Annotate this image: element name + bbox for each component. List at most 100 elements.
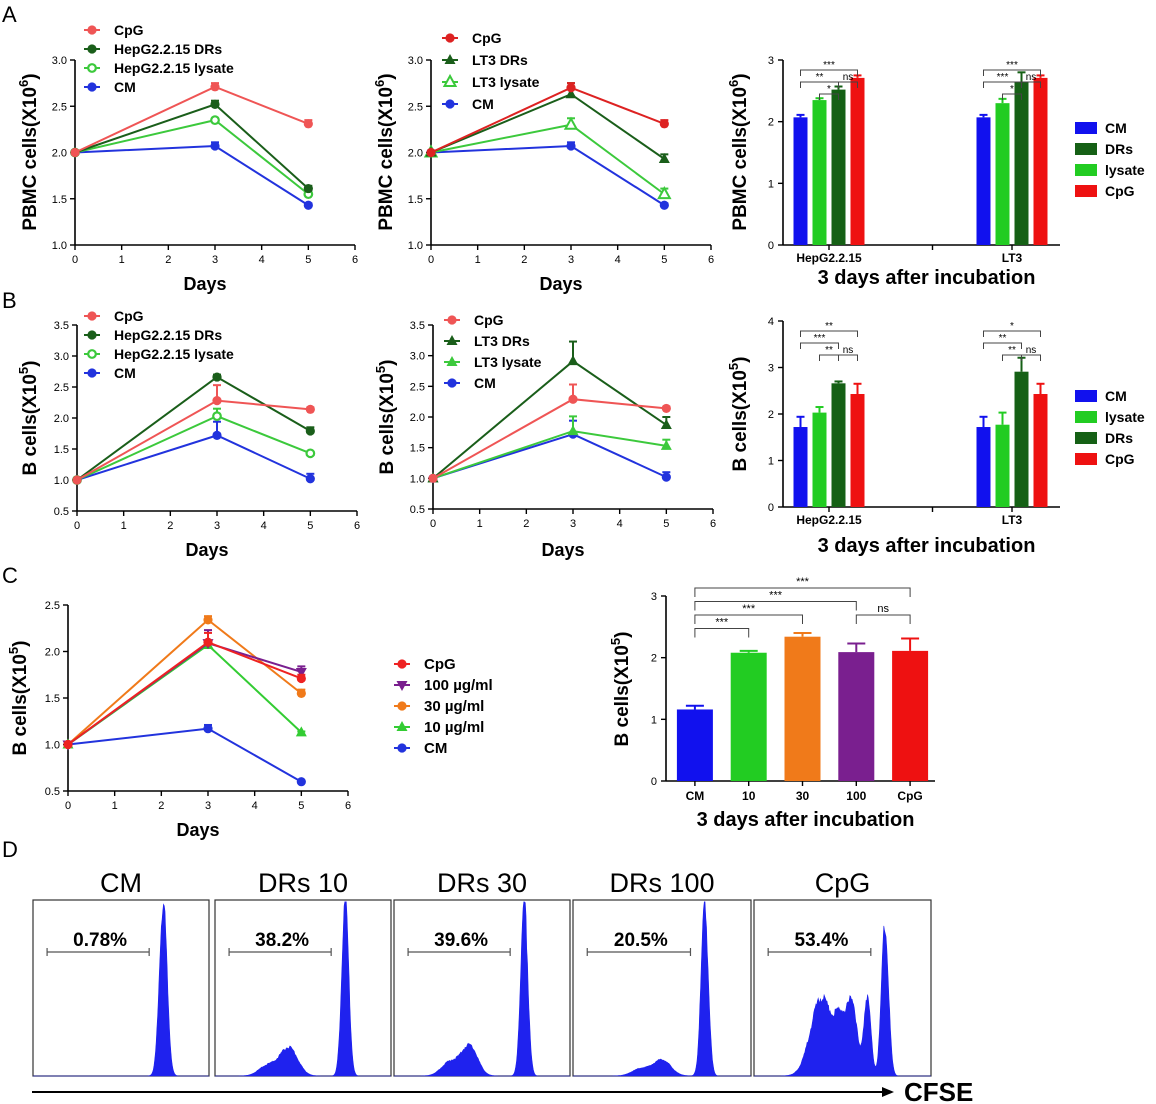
x-tick-label: 6 bbox=[354, 520, 360, 532]
bar-lysate bbox=[812, 100, 827, 245]
series-cpg bbox=[63, 631, 306, 750]
series-line bbox=[67, 727, 302, 783]
y-tick-label: 3 bbox=[768, 55, 774, 67]
x-axis-title: Days bbox=[183, 274, 226, 294]
y-tick-label: 2.0 bbox=[408, 148, 423, 160]
x-tick-label: 6 bbox=[708, 254, 714, 266]
y-tick-label: 1.0 bbox=[52, 240, 67, 252]
x-tick-label: 5 bbox=[298, 800, 304, 812]
legend-label: 100 µg/ml bbox=[424, 677, 493, 694]
data-point bbox=[210, 141, 220, 151]
y-axis-title-sup: 5 bbox=[16, 367, 31, 374]
x-tick-label: 6 bbox=[352, 254, 358, 266]
legend: CpG HepG2.2.15 DRs HepG2.2.15 lysate CM bbox=[84, 22, 234, 95]
significance-label: *** bbox=[1006, 60, 1018, 71]
series-line bbox=[430, 86, 665, 154]
y-axis-title-text: PBMC cells(X10 bbox=[20, 87, 41, 231]
legend-label: LT3 lysate bbox=[472, 74, 540, 90]
x-tick-label: HepG2.2.15 bbox=[796, 251, 862, 265]
x-axis-title: Days bbox=[541, 540, 584, 560]
x-tick-label: CpG bbox=[897, 789, 922, 803]
legend-label: CM bbox=[474, 375, 496, 391]
histogram-cpg: CpG 53.4% bbox=[753, 868, 932, 1077]
data-point bbox=[659, 119, 669, 129]
significance-label: ns bbox=[877, 603, 889, 615]
legend-marker bbox=[87, 63, 97, 73]
legend-swatch-cpg bbox=[1075, 185, 1097, 197]
bracket-line bbox=[694, 601, 857, 611]
data-point bbox=[212, 396, 222, 406]
y-tick-label: 2.5 bbox=[410, 381, 425, 393]
data-point bbox=[296, 673, 306, 684]
bar-30 bbox=[784, 632, 821, 781]
y-axis-title-text: B cells(X10 bbox=[10, 654, 31, 755]
bracket-line bbox=[694, 628, 750, 638]
data-point bbox=[63, 739, 73, 750]
significance-bracket: ns bbox=[838, 345, 858, 361]
y-tick-label: 0.5 bbox=[54, 506, 69, 518]
legend-label: CpG bbox=[472, 30, 502, 46]
significance-label: *** bbox=[997, 72, 1009, 83]
x-axis-title: Days bbox=[539, 274, 582, 294]
x-tick-label: LT3 bbox=[1002, 513, 1023, 527]
legend-label: CM bbox=[114, 79, 136, 95]
legend-marker bbox=[87, 330, 97, 340]
legend-marker bbox=[442, 73, 458, 87]
bar-group-hepg2-2-15 bbox=[793, 380, 865, 507]
histogram-area bbox=[394, 901, 570, 1077]
y-axis-title: B cells(X105) bbox=[726, 357, 751, 472]
legend-label: LT3 DRs bbox=[474, 333, 530, 349]
significance-bracket: ns bbox=[1021, 72, 1041, 88]
bar-lysate bbox=[812, 412, 827, 507]
bar-drs bbox=[1014, 81, 1029, 245]
series-cpg bbox=[70, 82, 313, 158]
gate-percent: 53.4% bbox=[795, 930, 849, 951]
y-axis-title-tail: ) bbox=[20, 73, 41, 79]
data-point bbox=[661, 403, 671, 414]
y-axis-title-text: B cells(X10 bbox=[612, 645, 633, 746]
bar-cpg bbox=[850, 394, 865, 507]
y-axis-title-sup: 5 bbox=[6, 647, 21, 654]
y-axis-title: B cells(X105) bbox=[373, 360, 398, 475]
bracket-line bbox=[694, 614, 803, 624]
significance-label: *** bbox=[769, 590, 783, 602]
legend-label: CpG bbox=[424, 656, 456, 673]
y-tick-label: 2.5 bbox=[54, 382, 69, 394]
bar-cm bbox=[676, 704, 713, 781]
histogram-frame bbox=[32, 899, 210, 1077]
significance-label: *** bbox=[796, 576, 810, 588]
data-point bbox=[658, 152, 670, 163]
significance-bracket: *** bbox=[983, 60, 1041, 76]
data-point bbox=[426, 147, 436, 158]
y-axis-title-sup: 5 bbox=[726, 363, 741, 370]
x-tick-label: 2 bbox=[165, 254, 171, 266]
legend-marker bbox=[446, 356, 458, 366]
bracket-line bbox=[819, 93, 839, 100]
bar-lysate bbox=[995, 424, 1010, 507]
series-cm bbox=[63, 723, 306, 787]
x-tick-label: 1 bbox=[121, 520, 127, 532]
bracket-line bbox=[1021, 354, 1041, 361]
series-100-ug-ml bbox=[62, 629, 307, 751]
bar-group-lt3 bbox=[976, 71, 1048, 246]
significance-bracket: *** bbox=[694, 590, 857, 611]
significance-label: *** bbox=[814, 333, 826, 344]
histogram-title: DRs 100 bbox=[609, 868, 714, 898]
histogram-frame bbox=[572, 899, 752, 1077]
bar-cm bbox=[793, 427, 808, 507]
significance-bracket: *** bbox=[694, 617, 750, 638]
significance-label: ns bbox=[1026, 72, 1037, 83]
gate-percent: 39.6% bbox=[434, 930, 488, 951]
legend-marker bbox=[397, 701, 407, 711]
significance-bracket: ** bbox=[800, 321, 858, 337]
bracket-line bbox=[800, 330, 858, 337]
data-point bbox=[212, 372, 222, 382]
data-point bbox=[566, 83, 576, 93]
x-tick-label: 2 bbox=[167, 520, 173, 532]
x-tick-label: 4 bbox=[261, 520, 267, 532]
y-axis-title-sup: 6 bbox=[726, 80, 741, 87]
data-point bbox=[70, 147, 80, 158]
bar bbox=[892, 650, 929, 781]
x-tick-label: 6 bbox=[710, 518, 716, 530]
